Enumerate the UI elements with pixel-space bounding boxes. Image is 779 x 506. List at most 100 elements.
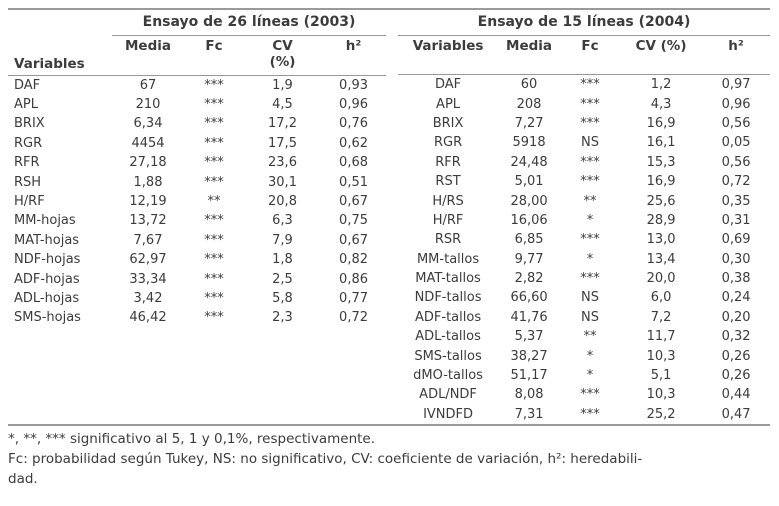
table-cell: 0,26 <box>721 368 751 384</box>
table-cell: 12,19 <box>129 194 167 210</box>
footnote-abbreviations-line2: dad. <box>8 471 38 487</box>
table-cell: 1,8 <box>272 252 293 268</box>
table-cell: 7,31 <box>514 406 544 422</box>
table-cell: 0,62 <box>339 135 368 151</box>
table-cell: *** <box>204 252 224 268</box>
table-cell: 28,9 <box>646 212 676 228</box>
table-cell: 0,69 <box>721 232 751 248</box>
table-cell: 0,86 <box>339 271 368 287</box>
table-cell: 0,72 <box>721 174 751 190</box>
table-cell: BRIX <box>432 115 464 131</box>
table-row: dMO-tallos 51,17 * 5,1 0,26 <box>398 366 770 385</box>
table-cell: 16,06 <box>510 212 548 228</box>
table-cell: 0,82 <box>339 252 368 268</box>
table-cell: 4,5 <box>272 97 293 113</box>
table-trial-2003-head: Ensayo de 26 líneas (2003) Variables Med… <box>8 10 387 76</box>
table-cell: ** <box>583 193 597 209</box>
footnote-abbreviations-line1: Fc: probabilidad según Tukey, NS: no sig… <box>8 451 643 467</box>
table-cell: ADF-hojas <box>14 271 80 287</box>
table-cell: RFR <box>435 154 461 170</box>
table-cell: *** <box>580 387 600 403</box>
table-cell: H/RS <box>432 193 464 209</box>
table-cell: dMO-tallos <box>413 368 483 384</box>
col-header-variables: Variables <box>8 35 112 76</box>
table-cell: MAT-tallos <box>415 271 481 287</box>
table-row: BRIX 6,34 *** 17,2 0,76 <box>8 114 386 133</box>
table-row: NDF-hojas 62,97 *** 1,8 0,82 <box>8 250 386 269</box>
table-cell: NS <box>581 135 600 151</box>
table-trial-2004: Ensayo de 15 líneas (2004) Variables Med… <box>398 10 771 425</box>
table-cell: *** <box>204 97 224 113</box>
table-cell: APL <box>14 97 38 113</box>
table-row: H/RF 16,06 * 28,9 0,31 <box>398 211 770 230</box>
table-cell: *** <box>204 155 224 171</box>
table-cell: RGR <box>14 135 43 151</box>
table-cell: MM-hojas <box>14 213 76 229</box>
table-cell: *** <box>204 290 224 306</box>
table-cell: 6,0 <box>650 290 672 306</box>
table-cell: 17,5 <box>268 135 297 151</box>
table-row: MM-hojas 13,72 *** 6,3 0,75 <box>8 211 386 230</box>
table-cell: 2,3 <box>272 310 293 326</box>
group-title-spacer <box>8 10 112 36</box>
table-row: RSH 1,88 *** 30,1 0,51 <box>8 172 386 191</box>
table-cell: *** <box>580 77 600 93</box>
table-cell: 33,34 <box>129 271 167 287</box>
table-row: DAF 60 *** 1,2 0,97 <box>398 75 770 95</box>
table-cell: 0,75 <box>339 213 368 229</box>
table-cell: 0,47 <box>721 406 751 422</box>
table-trial-2004-body: DAF 60 *** 1,2 0,97 APL 208 *** 4,3 0,96 BRIX 7,27 *… <box>398 75 770 425</box>
table-cell: 13,4 <box>646 251 676 267</box>
table-cell: 208 <box>516 96 542 112</box>
table-cell: 15,3 <box>646 154 676 170</box>
table-cell: *** <box>580 115 600 131</box>
table-cell: NS <box>581 309 600 325</box>
col-header-variables: Variables <box>398 35 499 75</box>
table-cell: 0,38 <box>721 271 751 287</box>
table-cell: 41,76 <box>510 309 548 325</box>
col-header-fc: Fc <box>184 35 244 76</box>
results-table: Ensayo de 26 líneas (2003) Variables Med… <box>8 8 771 427</box>
table-cell: ADL-hojas <box>14 290 80 306</box>
table-cell: IVNDFD <box>423 406 474 422</box>
table-cell: * <box>586 251 594 267</box>
table-row: RST 5,01 *** 16,9 0,72 <box>398 172 770 191</box>
table-row: ADL-hojas 3,42 *** 5,8 0,77 <box>8 289 386 308</box>
table-cell: ADF-tallos <box>415 309 482 325</box>
table-row: MM-tallos 9,77 * 13,4 0,30 <box>398 250 770 269</box>
table-cell: SMS-hojas <box>14 310 81 326</box>
table-cell: 30,1 <box>268 174 297 190</box>
table-row: MAT-tallos 2,82 *** 20,0 0,38 <box>398 269 770 288</box>
table-cell: ** <box>207 194 221 210</box>
table-row: NDF-tallos 66,60 NS 6,0 0,24 <box>398 288 770 307</box>
table-cell: 24,48 <box>510 154 548 170</box>
table-cell: 0,56 <box>721 154 751 170</box>
table-cell: 23,6 <box>268 155 297 171</box>
table-cell: MAT-hojas <box>14 232 80 248</box>
table-cell: *** <box>204 174 224 190</box>
table-cell: 0,56 <box>721 115 751 131</box>
table-cell: NDF-hojas <box>14 252 81 268</box>
table-trial-2004-head: Ensayo de 15 líneas (2004) Variables Med… <box>398 10 771 75</box>
table-cell: *** <box>580 96 600 112</box>
table-cell: *** <box>204 77 224 93</box>
table-cell: MM-tallos <box>416 251 480 267</box>
table-cell: 62,97 <box>129 252 167 268</box>
table-cell: 0,93 <box>339 77 368 93</box>
table-cell: 7,67 <box>133 232 163 248</box>
group-title-row: Ensayo de 26 líneas (2003) <box>8 10 387 36</box>
table-cell: 4,3 <box>650 96 672 112</box>
table-cell: ADL/NDF <box>419 387 477 403</box>
table-cell: 7,2 <box>650 309 672 325</box>
table-row: ADF-tallos 41,76 NS 7,2 0,20 <box>398 308 770 327</box>
table-cell: 60 <box>520 77 538 93</box>
table-cell: 2,5 <box>272 271 293 287</box>
table-cell: 13,0 <box>646 232 676 248</box>
table-cell: 16,1 <box>646 135 676 151</box>
col-header-h2: h² <box>702 35 771 75</box>
table-row: RFR 27,18 *** 23,6 0,68 <box>8 153 386 172</box>
table-cell: RGR <box>433 135 463 151</box>
table-cell: 210 <box>135 97 161 113</box>
table-cell: 7,27 <box>514 115 544 131</box>
table-cell: NS <box>581 290 600 306</box>
